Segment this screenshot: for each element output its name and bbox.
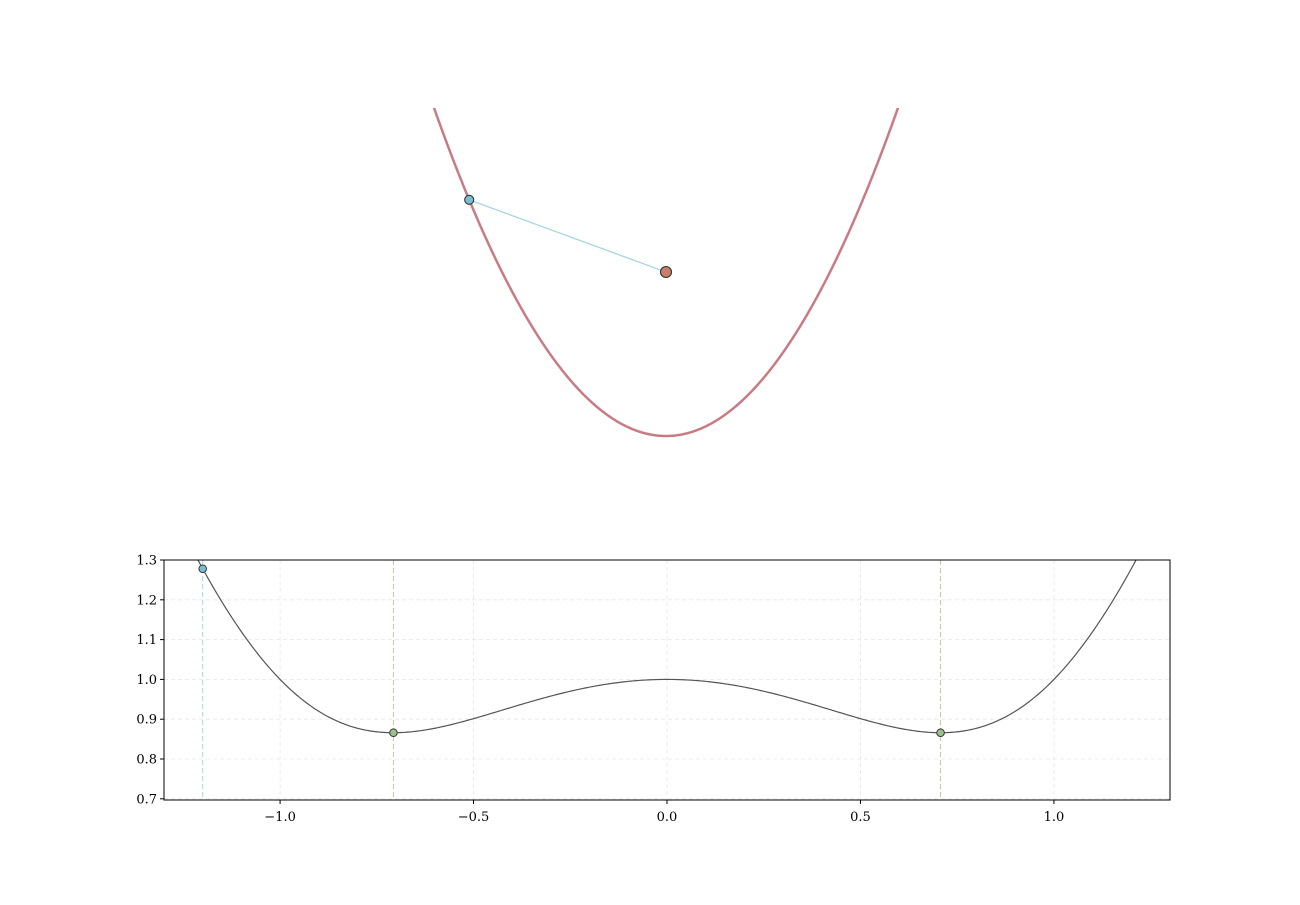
minimum-marker bbox=[389, 728, 398, 738]
parabola-curve bbox=[432, 108, 900, 438]
y-tick-label: 1.1 bbox=[136, 633, 157, 648]
parabola-plot bbox=[432, 108, 900, 438]
x-tick-label: −1.0 bbox=[264, 810, 296, 825]
minimum-marker bbox=[936, 728, 945, 738]
y-tick-label: 1.0 bbox=[136, 673, 157, 688]
y-tick-label: 1.3 bbox=[136, 554, 157, 569]
current-distance-marker bbox=[198, 564, 207, 574]
distance-curve bbox=[197, 560, 1137, 734]
y-tick-label: 0.8 bbox=[136, 753, 157, 768]
axes-frame bbox=[163, 559, 1171, 801]
distance-segment bbox=[468, 199, 667, 273]
distance-plot: −1.0 −0.5 0.0 0.5 1.0 0.7 0.8 0.9 1.0 1.1 1.2 1.3 bbox=[136, 554, 1171, 825]
x-tick-label: 0.0 bbox=[657, 810, 678, 825]
y-tick-label: 0.9 bbox=[136, 713, 157, 728]
x-tick-label: 1.0 bbox=[1044, 810, 1065, 825]
y-tick-label: 0.7 bbox=[136, 792, 157, 807]
current-point-marker bbox=[464, 194, 475, 205]
x-tick-label: −0.5 bbox=[458, 810, 490, 825]
y-tick-label: 1.2 bbox=[136, 593, 157, 608]
x-tick-label: 0.5 bbox=[850, 810, 871, 825]
fixed-point-marker bbox=[659, 265, 673, 279]
